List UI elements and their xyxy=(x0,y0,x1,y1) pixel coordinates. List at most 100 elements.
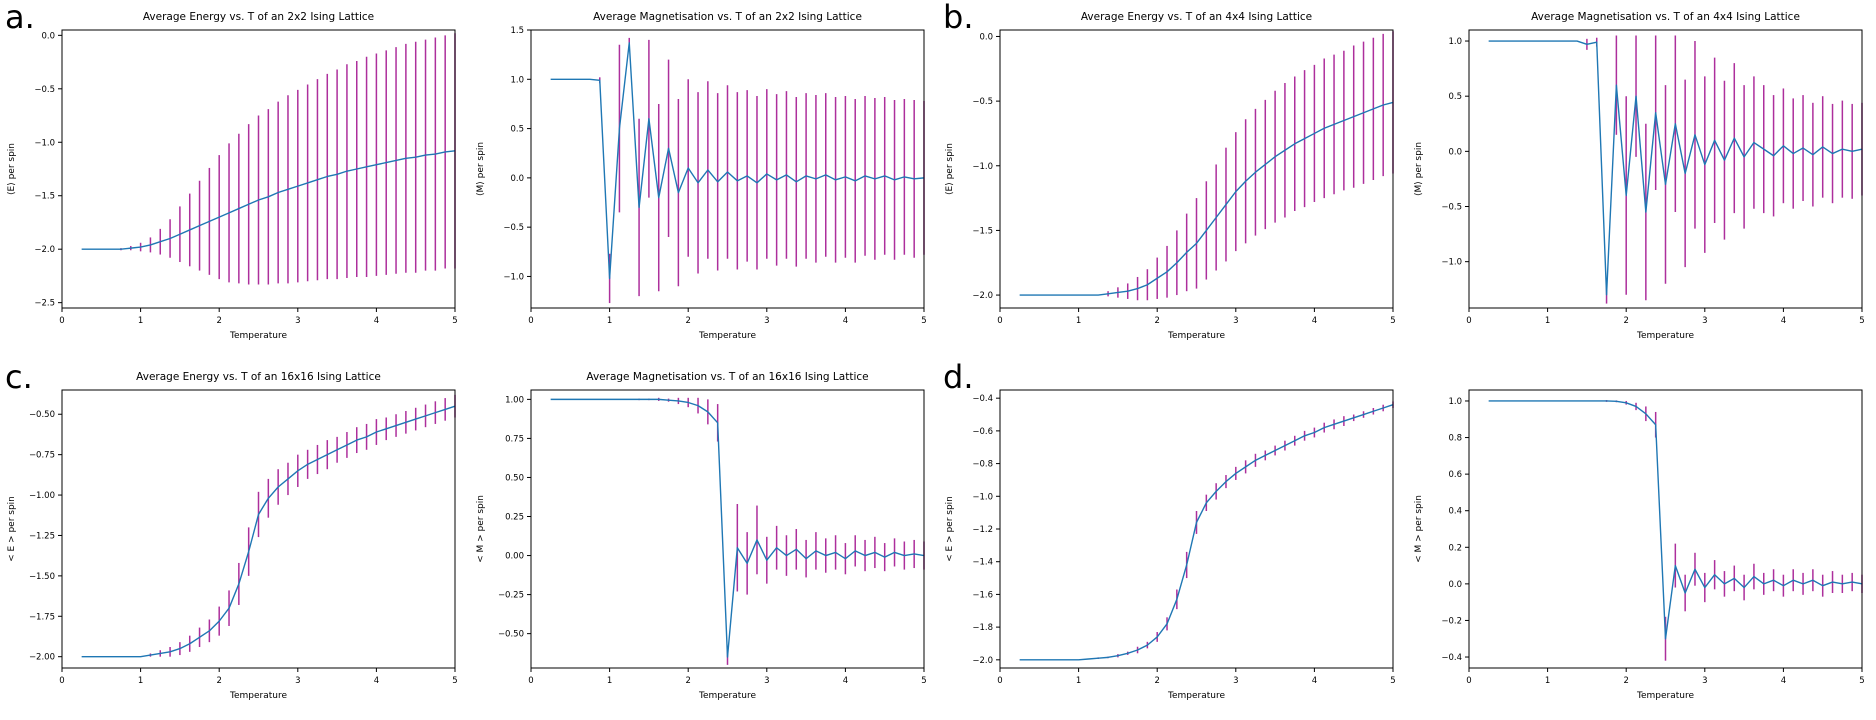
svg-text:−1.2: −1.2 xyxy=(972,525,993,535)
svg-text:5: 5 xyxy=(921,676,926,686)
svg-text:−0.50: −0.50 xyxy=(498,630,524,640)
svg-text:⟨M⟩ per spin: ⟨M⟩ per spin xyxy=(1414,142,1424,196)
svg-text:0.75: 0.75 xyxy=(505,434,524,444)
panel-label-a: a. xyxy=(5,0,35,36)
svg-text:0.0: 0.0 xyxy=(1448,580,1462,590)
chart-d-magnetisation: 0 1 2 3 4 5 1.0 0.8 0.6 0.4 0.2 0.0 −0.2 −0.4 Temperat… xyxy=(1414,389,1865,701)
svg-text:Average Magnetisation vs. T of: Average Magnetisation vs. T of an 2x2 Is… xyxy=(593,11,862,23)
svg-text:−0.8: −0.8 xyxy=(972,460,993,470)
svg-text:0.4: 0.4 xyxy=(1448,507,1462,517)
svg-text:−1.0: −1.0 xyxy=(34,138,55,148)
svg-text:2: 2 xyxy=(1154,316,1159,326)
svg-text:4: 4 xyxy=(1312,316,1317,326)
panel-label-d: d. xyxy=(943,358,974,396)
svg-text:Temperature: Temperature xyxy=(1636,691,1694,701)
svg-text:⟨M⟩ per spin: ⟨M⟩ per spin xyxy=(476,142,486,196)
svg-text:0.5: 0.5 xyxy=(510,125,524,135)
svg-text:−2.00: −2.00 xyxy=(29,653,55,663)
svg-text:1.0: 1.0 xyxy=(1448,37,1462,47)
svg-text:4: 4 xyxy=(374,676,379,686)
svg-text:−1.25: −1.25 xyxy=(29,531,55,541)
panel-a: a. 0 1 2 3 4 5 0.0 −0.5 −1.0 −1.5 −2.0 −2.5 Average … xyxy=(0,0,938,360)
svg-text:1: 1 xyxy=(607,316,612,326)
svg-text:5: 5 xyxy=(1859,676,1864,686)
svg-text:−1.75: −1.75 xyxy=(29,612,55,622)
svg-text:5: 5 xyxy=(921,316,926,326)
chart-a-magnetisation: 0 1 2 3 4 5 1.5 1.0 0.5 0.0 −0.5 −1.0 Average Magnet… xyxy=(476,11,927,341)
svg-text:1: 1 xyxy=(1545,676,1550,686)
svg-text:2: 2 xyxy=(1154,676,1159,686)
panel-label-c: c. xyxy=(5,358,33,396)
svg-text:1.0: 1.0 xyxy=(510,75,524,85)
svg-text:< E > per spin: < E > per spin xyxy=(945,496,955,562)
svg-text:0: 0 xyxy=(997,316,1002,326)
svg-text:−1.6: −1.6 xyxy=(972,590,993,600)
svg-text:< E > per spin: < E > per spin xyxy=(7,496,17,562)
svg-text:3: 3 xyxy=(1233,316,1238,326)
svg-text:Average Energy vs. T of an 16x: Average Energy vs. T of an 16x16 Ising L… xyxy=(136,371,381,383)
svg-text:2: 2 xyxy=(685,676,690,686)
svg-text:−0.5: −0.5 xyxy=(1441,203,1462,213)
svg-text:< M > per spin: < M > per spin xyxy=(476,495,486,563)
svg-text:Average Energy vs. T of an 2x2: Average Energy vs. T of an 2x2 Ising Lat… xyxy=(143,11,374,23)
svg-text:Temperature: Temperature xyxy=(229,331,287,341)
svg-text:−1.5: −1.5 xyxy=(972,226,993,236)
svg-text:1.0: 1.0 xyxy=(1448,397,1462,407)
svg-text:0.0: 0.0 xyxy=(510,174,524,184)
svg-text:−1.00: −1.00 xyxy=(29,491,55,501)
svg-text:0.5: 0.5 xyxy=(1448,92,1462,102)
svg-text:Temperature: Temperature xyxy=(698,691,756,701)
svg-text:5: 5 xyxy=(1859,316,1864,326)
svg-text:0: 0 xyxy=(59,316,64,326)
svg-text:1.00: 1.00 xyxy=(505,395,524,405)
svg-text:−2.0: −2.0 xyxy=(34,245,55,255)
svg-text:0: 0 xyxy=(1466,316,1471,326)
svg-text:−0.25: −0.25 xyxy=(498,591,524,601)
panel-c: c. 0 1 2 3 4 5 −0.50 −0.75 −1.00 −1.25 −1.50 −1.75 −… xyxy=(0,358,938,720)
svg-text:4: 4 xyxy=(843,676,848,686)
svg-text:Temperature: Temperature xyxy=(1636,331,1694,341)
svg-text:Average Energy vs. T of an 4x4: Average Energy vs. T of an 4x4 Ising Lat… xyxy=(1081,11,1312,23)
svg-text:−0.5: −0.5 xyxy=(972,97,993,107)
svg-text:2: 2 xyxy=(1623,316,1628,326)
svg-text:3: 3 xyxy=(1233,676,1238,686)
svg-text:4: 4 xyxy=(1781,676,1786,686)
svg-text:−0.75: −0.75 xyxy=(29,451,55,461)
svg-text:Temperature: Temperature xyxy=(698,331,756,341)
svg-text:−1.0: −1.0 xyxy=(972,492,993,502)
svg-text:−2.5: −2.5 xyxy=(34,299,55,309)
svg-text:5: 5 xyxy=(452,316,457,326)
svg-text:0.0: 0.0 xyxy=(41,31,55,41)
svg-text:0.50: 0.50 xyxy=(505,473,524,483)
svg-text:4: 4 xyxy=(374,316,379,326)
svg-text:⟨E⟩ per spin: ⟨E⟩ per spin xyxy=(945,143,955,195)
svg-text:−0.4: −0.4 xyxy=(972,394,993,404)
svg-text:−1.0: −1.0 xyxy=(1441,258,1462,268)
svg-text:1: 1 xyxy=(1545,316,1550,326)
svg-text:−0.5: −0.5 xyxy=(503,223,524,233)
svg-text:2: 2 xyxy=(1623,676,1628,686)
svg-text:1: 1 xyxy=(607,676,612,686)
svg-text:3: 3 xyxy=(764,676,769,686)
svg-text:−0.50: −0.50 xyxy=(29,410,55,420)
svg-text:3: 3 xyxy=(1702,676,1707,686)
svg-text:2: 2 xyxy=(685,316,690,326)
svg-text:0: 0 xyxy=(528,316,533,326)
svg-text:5: 5 xyxy=(1390,676,1395,686)
svg-text:1: 1 xyxy=(1076,316,1081,326)
svg-text:0.25: 0.25 xyxy=(505,513,524,523)
svg-text:−1.8: −1.8 xyxy=(972,623,993,633)
chart-d-energy: 0 1 2 3 4 5 −0.4 −0.6 −0.8 −1.0 −1.2 −1.4 −1.6 −1.8 −2… xyxy=(945,389,1396,701)
svg-text:4: 4 xyxy=(843,316,848,326)
svg-text:5: 5 xyxy=(1390,316,1395,326)
svg-text:0: 0 xyxy=(1466,676,1471,686)
svg-text:−0.4: −0.4 xyxy=(1441,653,1462,663)
chart-c-energy: 0 1 2 3 4 5 −0.50 −0.75 −1.00 −1.25 −1.50 −1.75 −2.0… xyxy=(7,371,458,701)
svg-text:5: 5 xyxy=(452,676,457,686)
svg-text:0.00: 0.00 xyxy=(505,552,524,562)
panel-label-b: b. xyxy=(943,0,974,36)
svg-text:⟨E⟩ per spin: ⟨E⟩ per spin xyxy=(7,143,17,195)
svg-text:0: 0 xyxy=(59,676,64,686)
svg-text:4: 4 xyxy=(1312,676,1317,686)
